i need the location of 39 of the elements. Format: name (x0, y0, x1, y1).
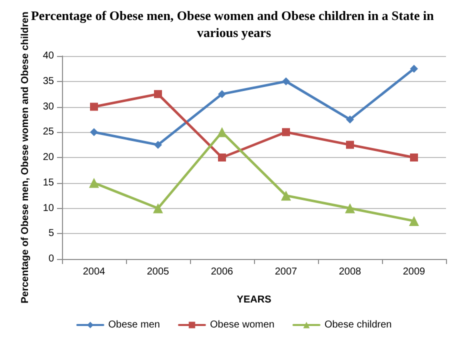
point (346, 140, 354, 149)
x-tick-label: 2009 (402, 266, 426, 278)
point (409, 216, 419, 226)
x-tick-label: 2005 (146, 266, 170, 278)
y-tick-label: 15 (42, 177, 54, 188)
point (218, 154, 226, 162)
point (410, 154, 418, 162)
y-tick-label: 35 (42, 76, 54, 87)
x-tick-label: 2008 (338, 266, 362, 278)
y-tick-label: 30 (42, 101, 54, 112)
legend-label: Obese women (210, 320, 274, 330)
point (153, 203, 163, 214)
y-tick-label: 25 (42, 126, 54, 138)
point (154, 140, 162, 149)
point (90, 102, 98, 111)
y-tick-label: 5 (48, 228, 54, 240)
y-tick-label: 40 (42, 50, 54, 62)
point (90, 128, 98, 136)
point (345, 203, 355, 214)
point (346, 115, 354, 124)
point (217, 127, 227, 138)
point (218, 90, 226, 98)
x-tick-label: 2007 (274, 266, 298, 278)
point (410, 64, 418, 73)
point (154, 90, 162, 98)
x-axis-title: YEARS (236, 294, 272, 306)
x-tick-label: 2006 (210, 266, 234, 278)
point (282, 77, 290, 86)
y-tick-label: 10 (42, 202, 54, 214)
y-tick-label: 0 (48, 254, 54, 264)
chart-title: Percentage of Obese men, Obese women and Obese children in a State in various years (30, 8, 438, 40)
y-axis-title: Percentage of Obese men, Obese women and Obese children (20, 12, 31, 304)
point (282, 128, 290, 136)
legend-label: Obese men (108, 320, 160, 330)
y-tick-label: 20 (42, 152, 54, 163)
point (89, 178, 99, 188)
legend-label: Obese children (324, 320, 392, 330)
x-tick-label: 2004 (82, 266, 106, 278)
point (281, 190, 291, 201)
